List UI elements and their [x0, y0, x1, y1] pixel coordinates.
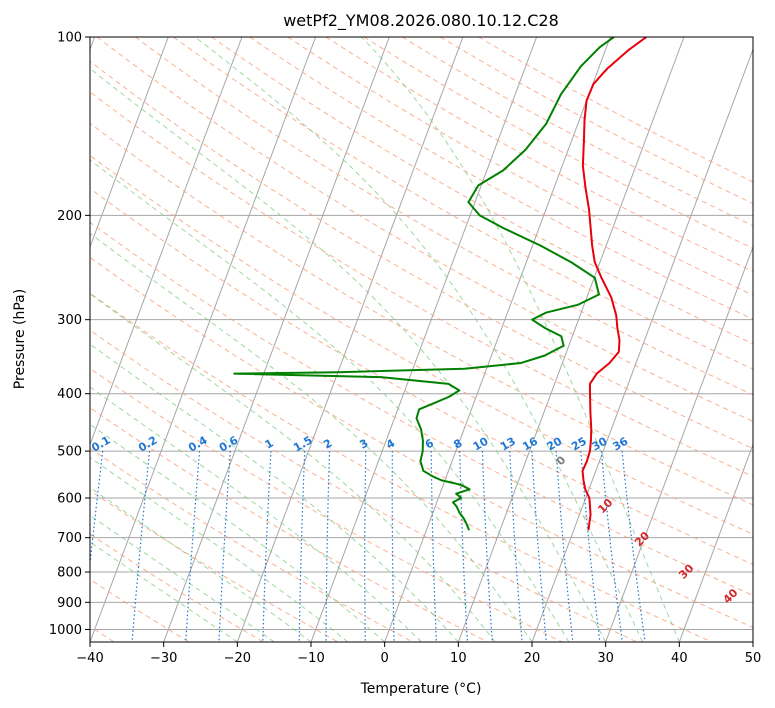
dry-adiabat-label: -10 [0, 423, 23, 446]
isotherm-line [678, 443, 753, 642]
dewpoint-profile-line [233, 37, 615, 531]
x-tick-label: −10 [297, 651, 324, 666]
y-tick-label: 500 [57, 445, 82, 460]
y-tick-label: 100 [57, 31, 82, 46]
isotherm-line [457, 37, 685, 642]
x-axis-title: Temperature (°C) [360, 681, 482, 697]
dry-adiabat-line [90, 221, 753, 596]
dry-adiabat-line [249, 37, 753, 320]
mixing-ratio-lines [90, 451, 646, 642]
dry-adiabat-line [90, 329, 638, 642]
x-tick-label: 40 [671, 651, 688, 666]
mixing-ratio-line [298, 451, 306, 642]
moist-adiabat-line [90, 423, 386, 642]
x-tick-label: 20 [524, 651, 541, 666]
mixing-ratio-line [509, 451, 523, 642]
temperature-profile-line [581, 37, 647, 531]
x-tick-label: 50 [745, 651, 762, 666]
mixing-ratio-line [430, 451, 438, 642]
moist-adiabat-line [194, 37, 643, 642]
pressure-gridlines [90, 37, 753, 630]
moist-adiabat-line [90, 343, 459, 642]
mixing-ratio-line [580, 451, 601, 642]
x-tick-label: −30 [150, 651, 177, 666]
mixing-ratio-line [555, 451, 574, 642]
moist-adiabat-line [90, 159, 570, 642]
mixing-ratio-line [621, 451, 646, 642]
dry-adiabat-line [90, 187, 753, 565]
mixing-ratio-line [531, 451, 547, 642]
mixing-ratio-line [218, 451, 231, 642]
mixing-ratio-line [131, 451, 151, 642]
x-tick-label: 10 [450, 651, 467, 666]
y-tick-label: 1000 [49, 623, 82, 638]
moist-adiabat-line [361, 37, 680, 642]
y-tick-label: 300 [57, 313, 82, 328]
moist-adiabat-line [90, 67, 607, 642]
plot-background [90, 37, 753, 642]
y-tick-label: 600 [57, 492, 82, 507]
dry-adiabat-line [211, 37, 753, 345]
mixing-ratio-line [262, 451, 272, 642]
x-axis-ticks: −40 −30 −20 −10 0 10 20 30 40 50 [76, 642, 761, 666]
moist-adiabat-line [90, 293, 496, 642]
isotherm-line [752, 640, 753, 642]
dry-adiabat-line [135, 37, 753, 396]
chart-title: wetPf2_YM08.2026.080.10.12.C28 [283, 11, 559, 31]
dry-adiabat-line [173, 37, 753, 370]
x-tick-label: −20 [224, 651, 251, 666]
dry-adiabat-line [90, 154, 753, 535]
y-axis-ticks: 100 200 300 400 500 600 700 800 900 1000 [49, 31, 90, 638]
plot-area: -100-90-80-70-60-50-40-30-20-10010203040… [0, 37, 753, 642]
mixing-ratio-line [364, 451, 367, 642]
y-tick-label: 800 [57, 566, 82, 581]
moist-adiabat-line [90, 514, 275, 642]
sounding-series [233, 37, 647, 531]
y-tick-label: 400 [57, 387, 82, 402]
isotherm-line [531, 47, 753, 642]
moist-adiabat-line [90, 541, 238, 642]
x-tick-label: −40 [76, 651, 103, 666]
plot-frame [89, 36, 754, 643]
mixing-ratio-line [600, 451, 623, 642]
dry-adiabat-line [90, 533, 264, 642]
isotherm-line [163, 37, 390, 642]
moist-adiabat-line [90, 456, 349, 642]
y-axis-title: Pressure (hPa) [12, 289, 28, 389]
x-tick-label: 0 [381, 651, 389, 666]
y-tick-label: 900 [57, 596, 82, 611]
isotherm-line [605, 245, 753, 642]
isotherm-line [384, 37, 611, 642]
dry-adiabat-line [90, 256, 753, 628]
mixing-ratio-line [481, 451, 493, 642]
y-tick-label: 200 [57, 209, 82, 224]
isotherm-line [90, 37, 317, 642]
moist-adiabat-line [90, 386, 422, 642]
dry-adiabat-line [90, 292, 712, 642]
moist-adiabat-line [90, 232, 533, 642]
isotherm-line [90, 37, 169, 249]
mixing-ratio-line [185, 451, 201, 642]
moist-adiabats [90, 37, 680, 642]
mixing-ratio-line [391, 451, 395, 642]
y-tick-label: 700 [57, 531, 82, 546]
x-tick-label: 30 [597, 651, 614, 666]
mixing-ratio-line [325, 451, 331, 642]
mixing-ratio-line [459, 451, 469, 642]
isotherm-line [90, 37, 243, 446]
isotherm-line [236, 37, 464, 642]
